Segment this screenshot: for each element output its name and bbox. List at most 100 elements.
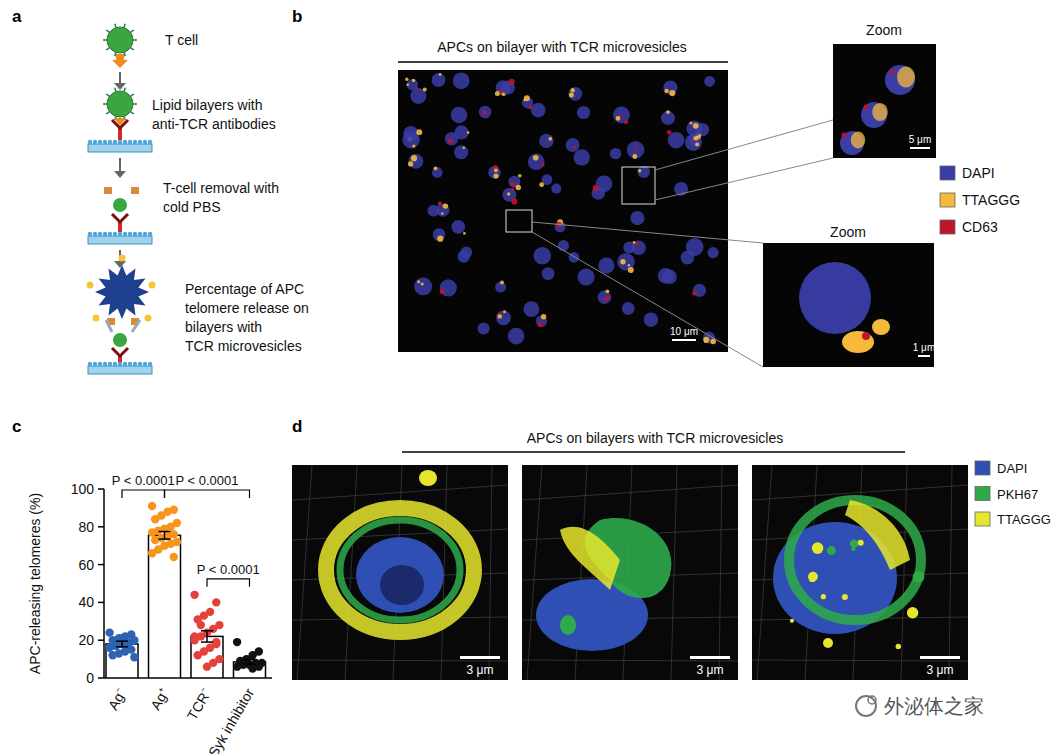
nucleus bbox=[610, 148, 621, 159]
data-point bbox=[151, 515, 159, 523]
error-bar bbox=[116, 641, 128, 647]
spot bbox=[411, 155, 417, 161]
p-value: P < 0.0001 bbox=[197, 562, 260, 577]
bar bbox=[234, 662, 266, 678]
lipid-head bbox=[148, 140, 152, 144]
data-point bbox=[130, 653, 138, 661]
surface-speck bbox=[827, 546, 836, 555]
lipid-head bbox=[118, 140, 122, 144]
nucleus bbox=[528, 154, 545, 171]
y-tick bbox=[98, 639, 104, 641]
spot bbox=[405, 78, 408, 81]
lipid-head bbox=[128, 362, 132, 366]
arrowhead bbox=[114, 171, 126, 178]
y-tick bbox=[98, 677, 104, 679]
spot bbox=[606, 295, 610, 299]
spot bbox=[498, 314, 502, 318]
nucleus bbox=[451, 107, 468, 124]
surface-speck bbox=[896, 644, 901, 649]
data-point bbox=[151, 536, 159, 544]
grid-line bbox=[527, 465, 542, 680]
microvesicle bbox=[131, 187, 139, 194]
title-rule bbox=[402, 451, 905, 453]
data-point bbox=[112, 642, 120, 650]
spot bbox=[443, 203, 448, 208]
spot bbox=[509, 79, 515, 85]
spot bbox=[693, 123, 699, 129]
grid-line bbox=[522, 485, 738, 500]
spot bbox=[667, 130, 672, 135]
lipid-head bbox=[93, 362, 97, 366]
zoom-image bbox=[763, 243, 934, 367]
x-tick-label: TCR⁻ bbox=[184, 686, 215, 723]
lipid-head bbox=[123, 140, 127, 144]
grid-line bbox=[949, 465, 952, 680]
tcr bbox=[114, 118, 126, 126]
cd63-signal bbox=[842, 133, 847, 138]
nucleus bbox=[622, 302, 635, 315]
surface-speck bbox=[913, 571, 925, 583]
legend-label: CD63 bbox=[962, 219, 998, 235]
spot bbox=[499, 90, 503, 94]
nucleus bbox=[432, 167, 443, 178]
watermark-text: 外泌体之家 bbox=[884, 694, 984, 718]
data-point bbox=[233, 662, 241, 670]
p-value: P < 0.0001 bbox=[175, 473, 238, 488]
telomere-signal bbox=[897, 67, 915, 88]
error-cap bbox=[159, 531, 171, 533]
lipid-head bbox=[88, 362, 92, 366]
zoom-title: Zoom bbox=[830, 224, 866, 240]
scale-label: 3 μm bbox=[697, 663, 724, 677]
nucleus bbox=[531, 103, 546, 118]
lipid-head bbox=[98, 362, 102, 366]
telomere-signal bbox=[872, 319, 890, 335]
arrow bbox=[119, 72, 121, 84]
spot bbox=[463, 146, 466, 149]
scale-label: 3 μm bbox=[467, 663, 494, 677]
telomere-signal bbox=[872, 103, 888, 121]
spot bbox=[438, 201, 442, 205]
lipid-head bbox=[103, 362, 107, 366]
membrane-surface bbox=[789, 500, 921, 620]
spot bbox=[692, 291, 697, 296]
spot bbox=[606, 289, 610, 293]
cd63-signal bbox=[890, 70, 895, 75]
lipid-head bbox=[128, 140, 132, 144]
antibody-arm bbox=[112, 214, 128, 222]
lipid-head bbox=[138, 362, 142, 366]
surface-speck bbox=[907, 607, 918, 618]
data-point bbox=[109, 651, 117, 659]
spot bbox=[541, 314, 546, 319]
nucleus bbox=[638, 166, 650, 178]
nucleus bbox=[685, 134, 702, 151]
spot bbox=[628, 264, 630, 266]
arrowhead bbox=[114, 261, 126, 268]
lipid-head bbox=[123, 362, 127, 366]
panel-label: b bbox=[292, 7, 302, 26]
bilayer bbox=[88, 236, 152, 244]
nucleus bbox=[440, 279, 457, 296]
spot bbox=[434, 166, 438, 170]
spot bbox=[406, 83, 409, 86]
grid-line bbox=[489, 465, 492, 680]
spot bbox=[441, 212, 444, 215]
cell-spike bbox=[106, 112, 109, 114]
nucleus bbox=[455, 125, 469, 139]
spot bbox=[666, 110, 670, 114]
legend-swatch bbox=[940, 193, 955, 207]
lipid-head bbox=[108, 140, 112, 144]
spot bbox=[412, 145, 415, 148]
nucleus bbox=[861, 102, 887, 128]
nucleus bbox=[454, 145, 468, 159]
error-cap bbox=[201, 641, 213, 643]
cell-spike bbox=[106, 48, 109, 50]
spot bbox=[510, 182, 515, 187]
data-point bbox=[194, 651, 202, 659]
nucleus bbox=[488, 166, 501, 179]
spot bbox=[664, 89, 668, 93]
spot bbox=[695, 143, 699, 147]
nucleus bbox=[524, 301, 540, 317]
t-cell-fragment bbox=[113, 198, 127, 212]
spot bbox=[516, 185, 521, 190]
panel-label: d bbox=[292, 417, 302, 436]
